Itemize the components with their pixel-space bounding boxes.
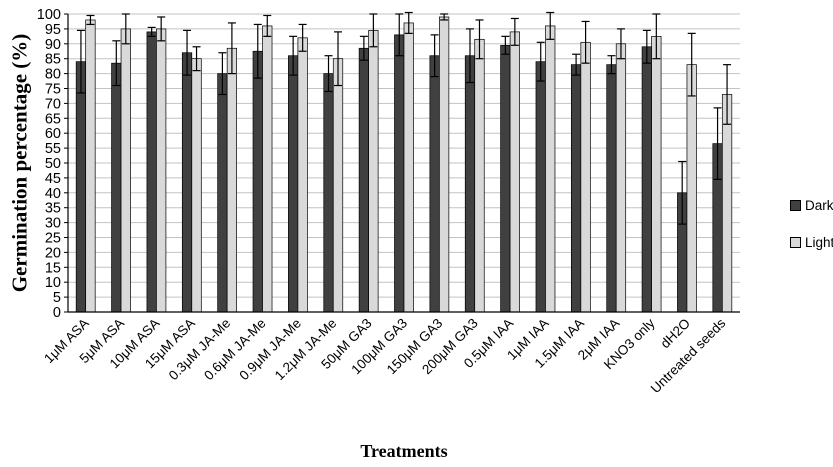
bar-dark xyxy=(75,61,87,313)
bar-dark xyxy=(252,50,263,313)
bar-light xyxy=(651,35,662,313)
legend-swatch-dark-icon xyxy=(790,200,801,211)
bar-dark xyxy=(500,44,511,313)
bar-light xyxy=(509,31,520,313)
bar-light xyxy=(545,25,556,313)
bar-light xyxy=(686,64,697,313)
bar-light xyxy=(615,43,627,313)
bar-dark xyxy=(570,64,582,313)
bar-dark xyxy=(323,73,334,313)
bar-dark xyxy=(358,47,369,313)
bar-light xyxy=(721,94,733,313)
bar-light xyxy=(474,38,485,313)
bar-light xyxy=(297,37,308,313)
bar-dark xyxy=(181,52,193,313)
y-tick-label: 70 xyxy=(45,96,61,112)
bar-light xyxy=(156,28,167,313)
bar-dark xyxy=(429,55,440,313)
y-tick-label: 85 xyxy=(45,52,61,68)
y-tick-label: 50 xyxy=(45,156,61,172)
bar-light xyxy=(226,47,238,313)
bar-light xyxy=(580,41,591,313)
y-tick-label: 100 xyxy=(37,7,61,23)
y-tick-label: 75 xyxy=(45,82,61,98)
bar-dark xyxy=(606,64,617,313)
bar-light xyxy=(120,28,131,313)
bar-light xyxy=(85,19,96,313)
y-axis-title: Germination percentage (%) xyxy=(7,33,32,293)
y-tick-label: 30 xyxy=(45,216,61,232)
bar-light xyxy=(191,58,202,313)
y-tick-label: 35 xyxy=(45,201,61,217)
y-tick-label: 60 xyxy=(45,126,61,142)
legend-item-dark: Dark xyxy=(790,198,833,213)
y-tick-label: 10 xyxy=(45,275,61,291)
x-axis-title: Treatments xyxy=(360,441,448,461)
y-tick-label: 0 xyxy=(53,305,61,321)
y-tick-label: 65 xyxy=(45,111,61,127)
bar-light xyxy=(368,30,379,313)
bar-dark xyxy=(217,73,228,313)
bar-dark xyxy=(464,55,476,313)
legend: Dark Light xyxy=(790,198,833,250)
legend-label-dark: Dark xyxy=(805,198,833,213)
bar-light xyxy=(332,58,344,313)
legend-swatch-light-icon xyxy=(790,237,801,248)
y-tick-label: 95 xyxy=(45,22,61,38)
y-tick-label: 25 xyxy=(45,231,61,247)
y-tick-label: 20 xyxy=(45,245,61,261)
bar-dark xyxy=(535,61,546,313)
bar-dark xyxy=(394,34,405,313)
legend-item-light: Light xyxy=(790,235,833,250)
y-tick-label: 5 xyxy=(53,290,61,306)
y-tick-label: 55 xyxy=(45,141,61,157)
bar-light xyxy=(403,22,414,313)
legend-label-light: Light xyxy=(805,235,833,250)
y-tick-label: 90 xyxy=(45,37,61,53)
y-tick-label: 45 xyxy=(45,171,61,187)
y-tick-label: 15 xyxy=(45,260,61,276)
y-tick-label: 40 xyxy=(45,186,61,202)
bar-dark xyxy=(146,31,157,313)
bar-dark xyxy=(288,55,299,313)
bar-dark xyxy=(641,46,652,313)
y-tick-label: 80 xyxy=(45,67,61,83)
bar-dark xyxy=(111,62,122,313)
bar-light xyxy=(262,25,273,313)
bar-light xyxy=(439,16,450,313)
